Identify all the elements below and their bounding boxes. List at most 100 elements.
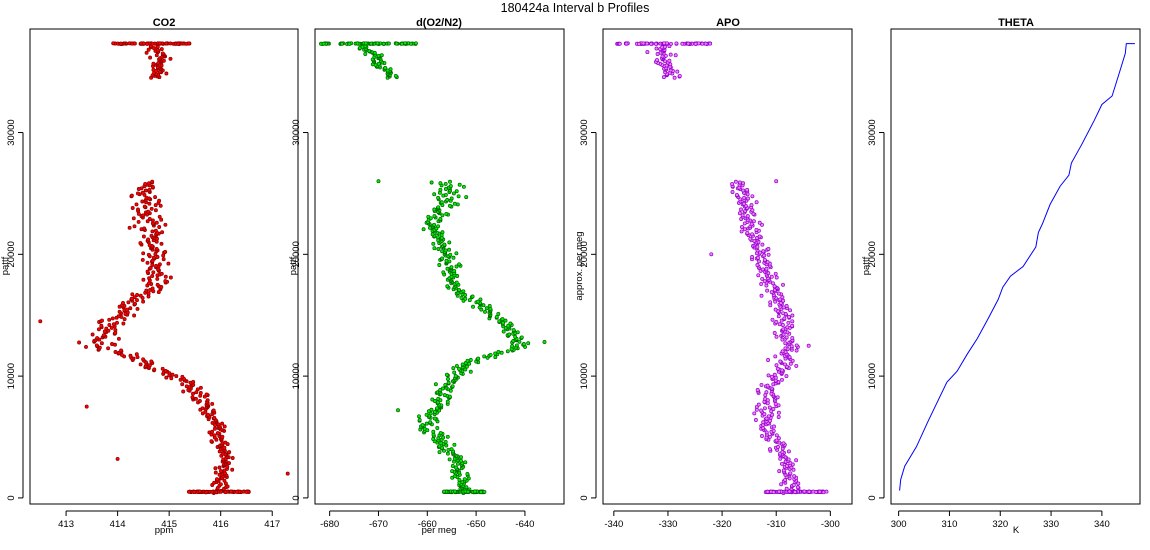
data-point — [741, 181, 746, 186]
data-point — [431, 429, 436, 434]
data-point — [146, 47, 151, 52]
data-point — [432, 214, 437, 219]
data-point — [505, 349, 510, 354]
data-point — [756, 273, 761, 278]
data-point — [153, 228, 158, 233]
data-point — [445, 434, 450, 439]
data-point — [781, 441, 786, 446]
data-point — [220, 451, 225, 456]
x-tick-label: -330 — [658, 519, 677, 530]
data-point — [102, 329, 107, 334]
data-point — [783, 362, 787, 367]
data-point — [451, 191, 456, 196]
data-point — [376, 53, 381, 58]
data-point — [776, 415, 781, 419]
data-point — [321, 41, 326, 46]
data-point — [767, 434, 772, 439]
data-point — [111, 322, 116, 327]
data-point — [153, 203, 158, 208]
data-point — [454, 251, 459, 256]
data-point — [230, 467, 235, 472]
data-point — [424, 412, 429, 417]
data-point — [444, 211, 449, 216]
data-point — [792, 490, 797, 494]
data-point — [445, 198, 450, 202]
data-point — [448, 184, 453, 189]
data-point — [700, 41, 705, 46]
data-point — [147, 181, 151, 186]
data-point — [413, 41, 418, 46]
data-point — [781, 311, 786, 316]
data-point — [739, 207, 743, 212]
data-point — [467, 298, 472, 303]
data-point — [448, 252, 453, 257]
plot-frame — [29, 28, 299, 505]
data-point — [443, 382, 448, 387]
data-point — [464, 485, 469, 490]
data-point — [471, 304, 475, 309]
x-tick-label: -640 — [515, 519, 534, 530]
data-point — [432, 192, 437, 197]
y-tick-label: 0 — [867, 495, 878, 500]
data-point — [206, 412, 211, 417]
data-point — [440, 230, 445, 235]
data-point — [756, 255, 760, 260]
data-point — [99, 341, 104, 346]
theta-profile-line — [899, 43, 1135, 491]
data-point — [408, 41, 413, 46]
data-point — [153, 208, 158, 213]
data-point — [146, 237, 151, 242]
data-point — [417, 418, 422, 422]
data-point — [154, 247, 159, 251]
data-point — [772, 424, 776, 429]
data-point — [462, 477, 467, 482]
y-tick-label: 10000 — [579, 363, 590, 389]
x-tick-label: 415 — [161, 519, 177, 530]
x-tick-label: 414 — [110, 519, 126, 530]
data-point — [127, 225, 132, 230]
data-point — [459, 455, 463, 460]
data-point — [442, 393, 447, 398]
data-point — [788, 471, 793, 476]
data-point — [128, 306, 133, 311]
data-point — [791, 483, 796, 487]
data-point — [421, 227, 426, 232]
data-point — [789, 344, 794, 349]
data-point — [443, 439, 448, 444]
data-point — [150, 286, 155, 291]
data-point — [750, 255, 755, 259]
data-point — [155, 276, 160, 281]
data-point — [456, 194, 461, 199]
data-point — [696, 41, 701, 46]
data-point — [708, 41, 713, 46]
data-point — [443, 181, 448, 186]
data-point — [484, 306, 489, 311]
data-point — [168, 41, 173, 46]
data-point — [766, 358, 771, 362]
data-point — [84, 404, 89, 409]
data-point — [742, 195, 747, 200]
data-point — [503, 318, 508, 323]
data-point — [750, 232, 755, 237]
data-point — [772, 372, 777, 377]
data-point — [501, 320, 506, 325]
data-point — [190, 395, 195, 400]
data-point — [440, 386, 445, 391]
data-point — [760, 434, 764, 438]
data-point — [784, 335, 789, 340]
data-point — [465, 489, 470, 494]
data-point — [680, 41, 685, 46]
data-point — [128, 353, 133, 358]
data-point — [446, 380, 451, 385]
data-point — [138, 362, 143, 367]
y-axis: 0 10000 20000 30000 — [6, 119, 24, 501]
data-point — [780, 377, 784, 382]
y-tick-label: 10000 — [867, 363, 878, 389]
data-point — [649, 41, 654, 46]
data-point — [765, 383, 770, 388]
data-point — [444, 372, 449, 377]
data-point — [463, 296, 468, 301]
data-point — [438, 217, 443, 221]
data-point — [163, 222, 168, 227]
data-point — [432, 222, 437, 227]
